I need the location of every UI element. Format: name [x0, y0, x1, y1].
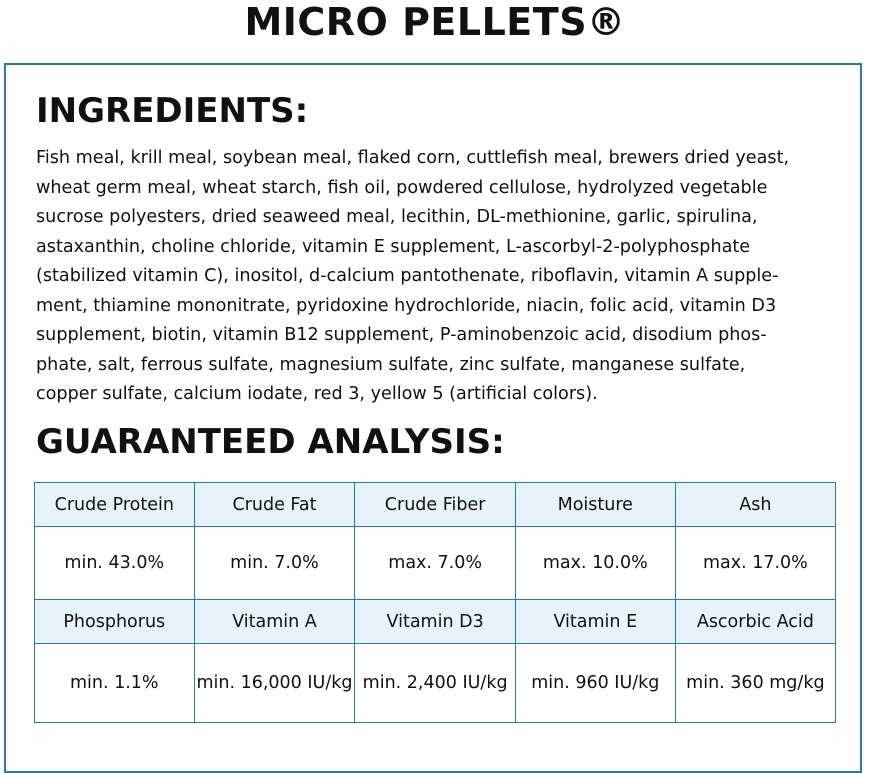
- header-cell: Crude Fat: [193, 482, 356, 527]
- header-cell: Ash: [674, 482, 837, 527]
- ingredients-line: ment, thiamine mononitrate, pyridoxine h…: [36, 295, 777, 316]
- header-cell: Crude Protein: [34, 482, 195, 527]
- ingredients-text: Fish meal, krill meal, soybean meal, fla…: [36, 144, 789, 410]
- value-cell: max. 7.0%: [354, 526, 516, 600]
- value-cell: max. 17.0%: [674, 526, 837, 600]
- title: MICRO PELLETS®: [244, 0, 626, 44]
- analysis-heading: GUARANTEED ANALYSIS:: [36, 422, 505, 462]
- header-cell: Moisture: [514, 482, 676, 527]
- header-cell: Vitamin A: [193, 599, 356, 644]
- ingredients-line: wheat germ meal, wheat starch, fish oil,…: [36, 177, 768, 198]
- ingredients-line: supplement, biotin, vitamin B12 suppleme…: [36, 325, 767, 345]
- value-cell: min. 360 mg/kg: [674, 643, 837, 723]
- label-box: INGREDIENTS: Fish meal, krill meal, soyb…: [4, 63, 862, 773]
- ingredients-line: (stabilized vitamin C), inositol, d-calc…: [36, 266, 779, 286]
- value-cell: min. 7.0%: [193, 526, 356, 600]
- header-cell: Crude Fiber: [354, 482, 516, 527]
- ingredients-line: phate, salt, ferrous sulfate, magnesium …: [36, 354, 746, 375]
- header-cell: Vitamin D3: [354, 599, 516, 644]
- header-cell: Vitamin E: [514, 599, 676, 644]
- table-row: Phosphorus Vitamin A Vitamin D3 Vitamin E As…: [34, 599, 837, 644]
- ingredients-heading: INGREDIENTS:: [36, 91, 309, 131]
- table-row: Crude Protein Crude Fat Crude Fiber Moistur…: [34, 482, 837, 527]
- value-cell: min. 2,400 IU/kg: [354, 643, 516, 723]
- ingredients-line: astaxanthin, choline chloride, vitamin E…: [36, 236, 751, 257]
- value-cell: max. 10.0%: [514, 526, 676, 600]
- ingredients-line: copper sulfate, calcium iodate, red 3, y…: [36, 384, 598, 404]
- header-cell: Ascorbic Acid: [674, 599, 837, 644]
- table-row: min. 1.1% min. 16,000 IU/kg min. 2,400 IU/…: [34, 643, 837, 723]
- ingredients-line: sucrose polyesters, dried seaweed meal, …: [36, 207, 758, 227]
- value-cell: min. 16,000 IU/kg: [193, 643, 356, 723]
- value-cell: min. 1.1%: [34, 643, 195, 723]
- value-cell: min. 960 IU/kg: [514, 643, 676, 723]
- analysis-table: Crude Protein Crude Fat Crude Fiber Moistur…: [34, 482, 837, 723]
- header-cell: Phosphorus: [34, 599, 195, 644]
- table-row: min. 43.0% min. 7.0% max. 7.0% max. 10.0% ma…: [34, 526, 837, 600]
- ingredients-line: Fish meal, krill meal, soybean meal, fla…: [36, 148, 790, 168]
- value-cell: min. 43.0%: [34, 526, 195, 600]
